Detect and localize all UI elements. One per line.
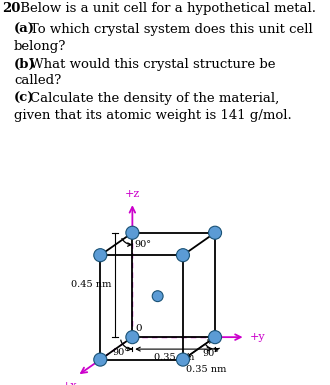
Circle shape (126, 331, 139, 344)
Text: Calculate the density of the material,: Calculate the density of the material, (30, 92, 279, 105)
Circle shape (94, 353, 107, 366)
Text: +y: +y (250, 332, 265, 342)
Text: To which crystal system does this unit cell: To which crystal system does this unit c… (30, 23, 313, 36)
Circle shape (209, 226, 221, 239)
Text: 20: 20 (2, 2, 20, 15)
Text: 90°: 90° (202, 349, 219, 358)
Circle shape (177, 249, 189, 262)
Text: 0: 0 (136, 324, 142, 333)
Circle shape (152, 291, 163, 301)
Text: 0.45 nm: 0.45 nm (71, 280, 112, 290)
Circle shape (126, 226, 139, 239)
Circle shape (94, 249, 107, 262)
Text: given that its atomic weight is 141 g/mol.: given that its atomic weight is 141 g/mo… (14, 109, 292, 122)
Circle shape (177, 353, 189, 366)
Text: +z: +z (125, 189, 140, 199)
Text: (b): (b) (14, 58, 36, 70)
Text: +x: +x (62, 381, 78, 385)
Text: (c): (c) (14, 92, 35, 105)
Circle shape (209, 331, 221, 344)
Text: 90°: 90° (135, 240, 151, 249)
Text: (a): (a) (14, 23, 35, 36)
Text: called?: called? (14, 74, 61, 87)
Text: 0.35 nm: 0.35 nm (153, 353, 194, 362)
Text: What would this crystal structure be: What would this crystal structure be (30, 58, 276, 70)
Text: 90°: 90° (112, 348, 129, 357)
Text: 0.35 nm: 0.35 nm (186, 365, 227, 374)
Text: Below is a unit cell for a hypothetical metal.: Below is a unit cell for a hypothetical … (16, 2, 316, 15)
Text: belong?: belong? (14, 40, 66, 53)
